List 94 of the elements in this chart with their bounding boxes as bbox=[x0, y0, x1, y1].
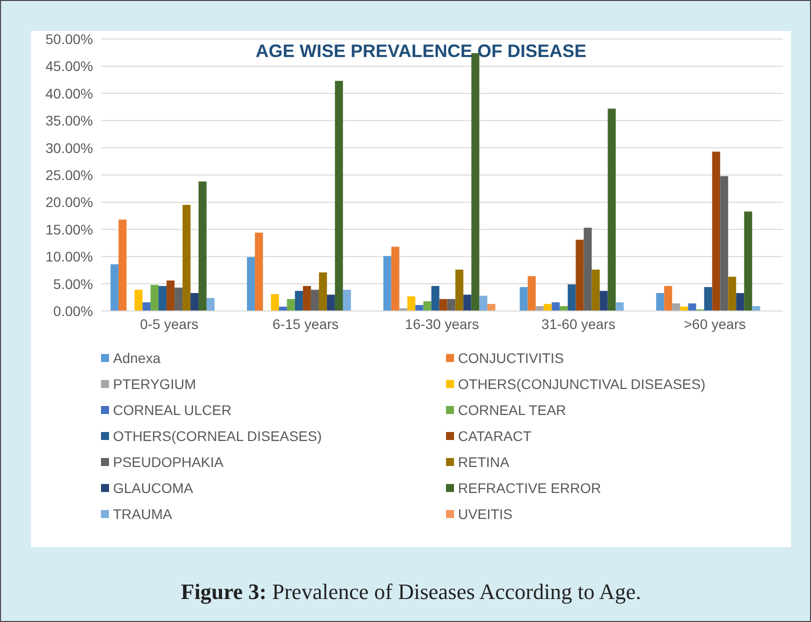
legend-label: CORNEAL TEAR bbox=[458, 402, 566, 418]
bar bbox=[142, 302, 151, 311]
legend-label: PTERYGIUM bbox=[113, 376, 196, 392]
y-tick-label: 0.00% bbox=[53, 302, 93, 319]
x-tick-label: >60 years bbox=[684, 316, 746, 332]
bar bbox=[447, 299, 456, 311]
y-tick-label: 50.00% bbox=[46, 30, 93, 47]
bar bbox=[182, 204, 191, 311]
bar bbox=[278, 306, 287, 311]
bar bbox=[423, 301, 432, 311]
bar bbox=[528, 276, 536, 311]
y-tick-label: 25.00% bbox=[46, 166, 93, 183]
legend-label: REFRACTIVE ERROR bbox=[458, 480, 602, 496]
bar bbox=[712, 152, 720, 311]
bar bbox=[318, 272, 327, 311]
bar bbox=[166, 280, 175, 311]
bar bbox=[294, 290, 303, 311]
legend-label: PSEUDOPHAKIA bbox=[113, 454, 224, 470]
legend-label: CORNEAL ULCER bbox=[113, 402, 232, 418]
bar bbox=[158, 286, 167, 311]
legend-label: CATARACT bbox=[458, 428, 532, 444]
bar bbox=[672, 303, 680, 311]
bar bbox=[391, 246, 400, 311]
bar bbox=[752, 306, 760, 311]
bar bbox=[728, 276, 736, 311]
y-tick-label: 45.00% bbox=[46, 58, 93, 74]
y-tick-label: 40.00% bbox=[46, 85, 93, 102]
bar bbox=[704, 287, 712, 311]
bar bbox=[302, 286, 311, 311]
bar bbox=[310, 290, 319, 311]
bar bbox=[471, 53, 480, 311]
bar bbox=[326, 294, 335, 311]
bar bbox=[479, 296, 488, 311]
bar bbox=[342, 290, 351, 311]
bar bbox=[134, 290, 143, 311]
x-tick-label: 31-60 years bbox=[541, 316, 616, 332]
bar bbox=[736, 293, 744, 311]
y-tick-label: 30.00% bbox=[46, 140, 93, 156]
bar bbox=[383, 256, 392, 311]
legend-label: Adnexa bbox=[113, 350, 160, 366]
bar bbox=[455, 270, 464, 311]
bar bbox=[688, 303, 696, 311]
legend-label: OTHERS(CONJUNCTIVAL DISEASES) bbox=[458, 376, 706, 392]
bar bbox=[720, 176, 728, 311]
bar bbox=[246, 257, 255, 311]
bar bbox=[536, 306, 544, 311]
chart-title: AGE WISE PREVALENCE OF DISEASE bbox=[256, 41, 586, 61]
y-tick-label: 15.00% bbox=[46, 221, 93, 238]
x-tick-label: 6-15 years bbox=[272, 316, 339, 332]
bar bbox=[198, 182, 207, 311]
bar bbox=[206, 298, 215, 311]
legend-label: OTHERS(CORNEAL DISEASES) bbox=[113, 428, 322, 444]
bar bbox=[487, 304, 496, 311]
bar bbox=[431, 286, 440, 311]
bar bbox=[270, 294, 279, 311]
bar bbox=[568, 284, 576, 311]
bar bbox=[463, 294, 472, 311]
y-tick-label: 10.00% bbox=[46, 248, 93, 265]
bar bbox=[552, 302, 560, 311]
bar bbox=[664, 286, 672, 311]
bar bbox=[544, 304, 552, 311]
bar bbox=[656, 293, 664, 311]
bar bbox=[592, 270, 600, 311]
bar bbox=[110, 264, 119, 311]
bar bbox=[616, 302, 624, 311]
bar bbox=[286, 299, 295, 311]
bar bbox=[190, 293, 199, 311]
bar bbox=[407, 296, 416, 311]
bar bbox=[576, 240, 584, 311]
bar bbox=[560, 306, 568, 311]
legend-label: UVEITIS bbox=[458, 506, 512, 522]
bar bbox=[334, 80, 343, 311]
legend-label: TRAUMA bbox=[113, 506, 172, 522]
bar bbox=[415, 305, 424, 311]
bar bbox=[680, 306, 688, 311]
legend-label: GLAUCOMA bbox=[113, 480, 194, 496]
bar bbox=[600, 290, 608, 311]
caption: Figure 3: Prevalence of Diseases According to Age. bbox=[180, 579, 642, 605]
y-tick-label: 35.00% bbox=[46, 112, 93, 129]
legend-label: CONJUCTIVITIS bbox=[458, 350, 564, 366]
bar bbox=[174, 288, 183, 311]
bar bbox=[150, 284, 159, 311]
legend-label: RETINA bbox=[458, 454, 510, 470]
y-tick-label: 5.00% bbox=[53, 276, 93, 292]
bar bbox=[118, 220, 127, 311]
bar bbox=[520, 287, 528, 311]
x-tick-label: 0-5 years bbox=[140, 316, 198, 332]
bar bbox=[744, 211, 752, 311]
bar bbox=[439, 299, 448, 311]
bar bbox=[608, 108, 616, 311]
bar bbox=[584, 228, 592, 311]
bar bbox=[254, 232, 263, 311]
y-tick-label: 20.00% bbox=[46, 194, 93, 210]
x-tick-label: 16-30 years bbox=[405, 316, 479, 332]
